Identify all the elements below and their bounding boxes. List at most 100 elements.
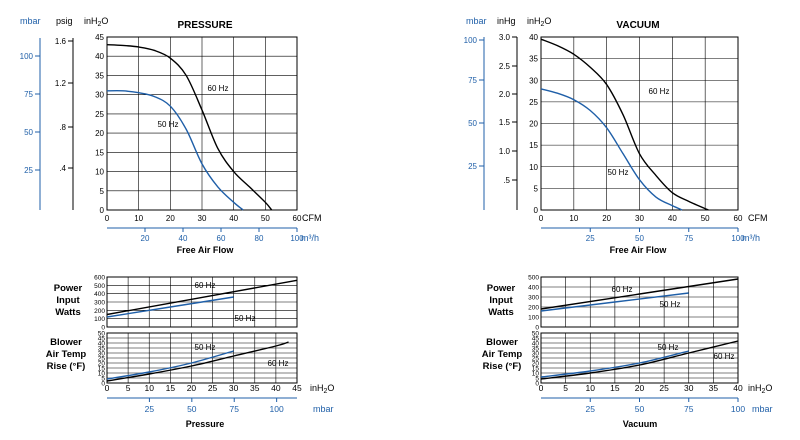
pressure-temp-xtick-inh2o: 15 [166, 383, 176, 393]
pressure-temp-series-60hz [106, 341, 289, 382]
pressure-temp-ytick: 20 [98, 361, 106, 368]
pressure-temp-ytick: 10 [98, 371, 106, 378]
vacuum-series-label-50hz: 50 Hz [608, 168, 629, 177]
vacuum-ytick-inh2o: 35 [529, 55, 538, 64]
pressure-power-ylabel: Watts [55, 307, 81, 318]
vacuum-unit-mbar: mbar [466, 16, 487, 26]
pressure-temp-ylabel: Rise (°F) [47, 361, 86, 372]
pressure-temp-xtick-inh2o: 45 [292, 383, 302, 393]
vacuum-power-ytick: 200 [528, 305, 539, 312]
vacuum-xtick-m3h: 100 [731, 234, 745, 243]
pressure-power-ytick: 600 [94, 275, 105, 282]
vacuum-temp-ytick: 0 [535, 381, 539, 388]
pressure-power-ytick: 100 [94, 316, 105, 323]
vacuum-inhg-scale-label: .5 [503, 176, 510, 185]
vacuum-temp-xtick-mbar: 50 [635, 404, 645, 414]
vacuum-temp-ytick: 45 [532, 336, 540, 343]
vacuum-xtick-m3h: 25 [586, 234, 595, 243]
vacuum-power-label-50hz: 50 Hz [660, 300, 681, 309]
vacuum-inhg-scale-label: 3.0 [499, 33, 511, 42]
pressure-frame [106, 36, 298, 211]
pressure-xtick-m3h: 40 [179, 234, 188, 243]
pressure-power-label-60hz: 60 Hz [195, 281, 216, 290]
vacuum-temp-ylabel: Air Temp [482, 349, 523, 360]
pressure-psig-scale-label: 1.2 [55, 79, 67, 88]
pressure-ytick-inh2o: 25 [95, 110, 104, 119]
pressure-mbar-scale-label: 100 [20, 52, 34, 61]
pressure-ytick-inh2o: 40 [95, 52, 104, 61]
pressure-temp-xtick-inh2o: 25 [208, 383, 218, 393]
pressure-ytick-inh2o: 15 [95, 148, 104, 157]
pressure-xtick-cfm: 20 [166, 214, 175, 223]
vacuum-temp-xunit-inh2o: inH2O [748, 383, 772, 395]
pressure-temp-xtick-inh2o: 0 [105, 383, 110, 393]
vacuum-temp-xtick-mbar: 75 [684, 404, 694, 414]
pressure-power-label-50hz: 50 Hz [235, 314, 256, 323]
pressure-unit-mbar: mbar [20, 16, 41, 26]
vacuum-ytick-inh2o: 30 [529, 76, 538, 85]
pressure-xtick-cfm: 60 [293, 214, 302, 223]
vacuum-xtick-m3h: 50 [635, 234, 644, 243]
pressure-ytick-inh2o: 35 [95, 71, 104, 80]
pressure-xunit-cfm: CFM [302, 213, 322, 223]
vacuum-power-label-60hz: 60 Hz [612, 285, 633, 294]
vacuum-power-frame [540, 276, 739, 328]
pressure-temp-ytick: 25 [98, 356, 106, 363]
vacuum-unit-inh2o: inH2O [527, 16, 551, 28]
pressure-mbar-scale-label: 25 [24, 166, 33, 175]
vacuum-frame [540, 36, 739, 211]
pressure-temp-ytick: 15 [98, 366, 106, 373]
vacuum-temp-xtick-inh2o: 30 [684, 383, 694, 393]
vacuum-power-series-60hz [540, 278, 739, 310]
vacuum-ytick-inh2o: 10 [529, 163, 538, 172]
pressure-power-ytick: 400 [94, 291, 105, 298]
pressure-xtick-cfm: 50 [261, 214, 270, 223]
pressure-power-ytick: 300 [94, 300, 105, 307]
pressure-temp-ylabel: Air Temp [46, 349, 87, 360]
pressure-mbar-scale-label: 50 [24, 128, 33, 137]
vacuum-temp-xtick-inh2o: 5 [563, 383, 568, 393]
pressure-temp-xunit-inh2o: inH2O [310, 383, 334, 395]
vacuum-unit-inhg: inHg [497, 16, 516, 26]
vacuum-temp-ytick: 25 [532, 356, 540, 363]
vacuum-mbar-scale-label: 25 [468, 162, 477, 171]
vacuum-xtick-m3h: 75 [684, 234, 693, 243]
pressure-xtick-cfm: 0 [105, 214, 110, 223]
vacuum-xtick-cfm: 40 [668, 214, 677, 223]
vacuum-temp-xtick-inh2o: 10 [586, 383, 596, 393]
vacuum-temp-ytick: 50 [532, 331, 540, 338]
pressure-power-ylabel: Input [56, 295, 80, 306]
vacuum-mbar-scale-label: 75 [468, 76, 477, 85]
vacuum-temp-xtick-inh2o: 20 [635, 383, 645, 393]
pressure-temp-xtick-inh2o: 35 [250, 383, 260, 393]
pressure-psig-scale-label: .4 [59, 164, 66, 173]
pressure-temp-frame [106, 332, 298, 384]
pressure-xtick-cfm: 40 [229, 214, 238, 223]
vacuum-power-ylabel: Watts [488, 307, 514, 318]
pressure-xtick-m3h: 20 [141, 234, 150, 243]
pressure-power-ytick: 500 [94, 283, 105, 290]
pressure-temp-label-60hz: 60 Hz [268, 359, 289, 368]
pressure-power-ytick: 0 [101, 325, 105, 332]
pressure-power-series-50hz [106, 296, 234, 318]
pressure-mbar-scale-label: 75 [24, 90, 33, 99]
pressure-ytick-inh2o: 30 [95, 91, 104, 100]
pressure-ytick-inh2o: 5 [100, 187, 105, 196]
vacuum-power-ytick: 500 [528, 275, 539, 282]
vacuum-power-ytick: 300 [528, 295, 539, 302]
vacuum-series-label-60hz: 60 Hz [649, 87, 670, 96]
vacuum-ytick-inh2o: 20 [529, 120, 538, 129]
vacuum-temp-label-50hz: 50 Hz [658, 343, 679, 352]
vacuum-series-50hz [540, 88, 683, 211]
vacuum-ytick-inh2o: 15 [529, 141, 538, 150]
vacuum-xlabel: Free Air Flow [610, 245, 668, 255]
vacuum-mbar-scale-label: 100 [464, 36, 478, 45]
vacuum-temp-xunit-mbar: mbar [752, 404, 773, 414]
pressure-temp-xtick-inh2o: 5 [126, 383, 131, 393]
pressure-ytick-inh2o: 0 [100, 206, 105, 215]
pressure-temp-series-50hz [106, 350, 234, 380]
vacuum-xunit-cfm: CFM [748, 213, 768, 223]
vacuum-temp-ytick: 15 [532, 366, 540, 373]
